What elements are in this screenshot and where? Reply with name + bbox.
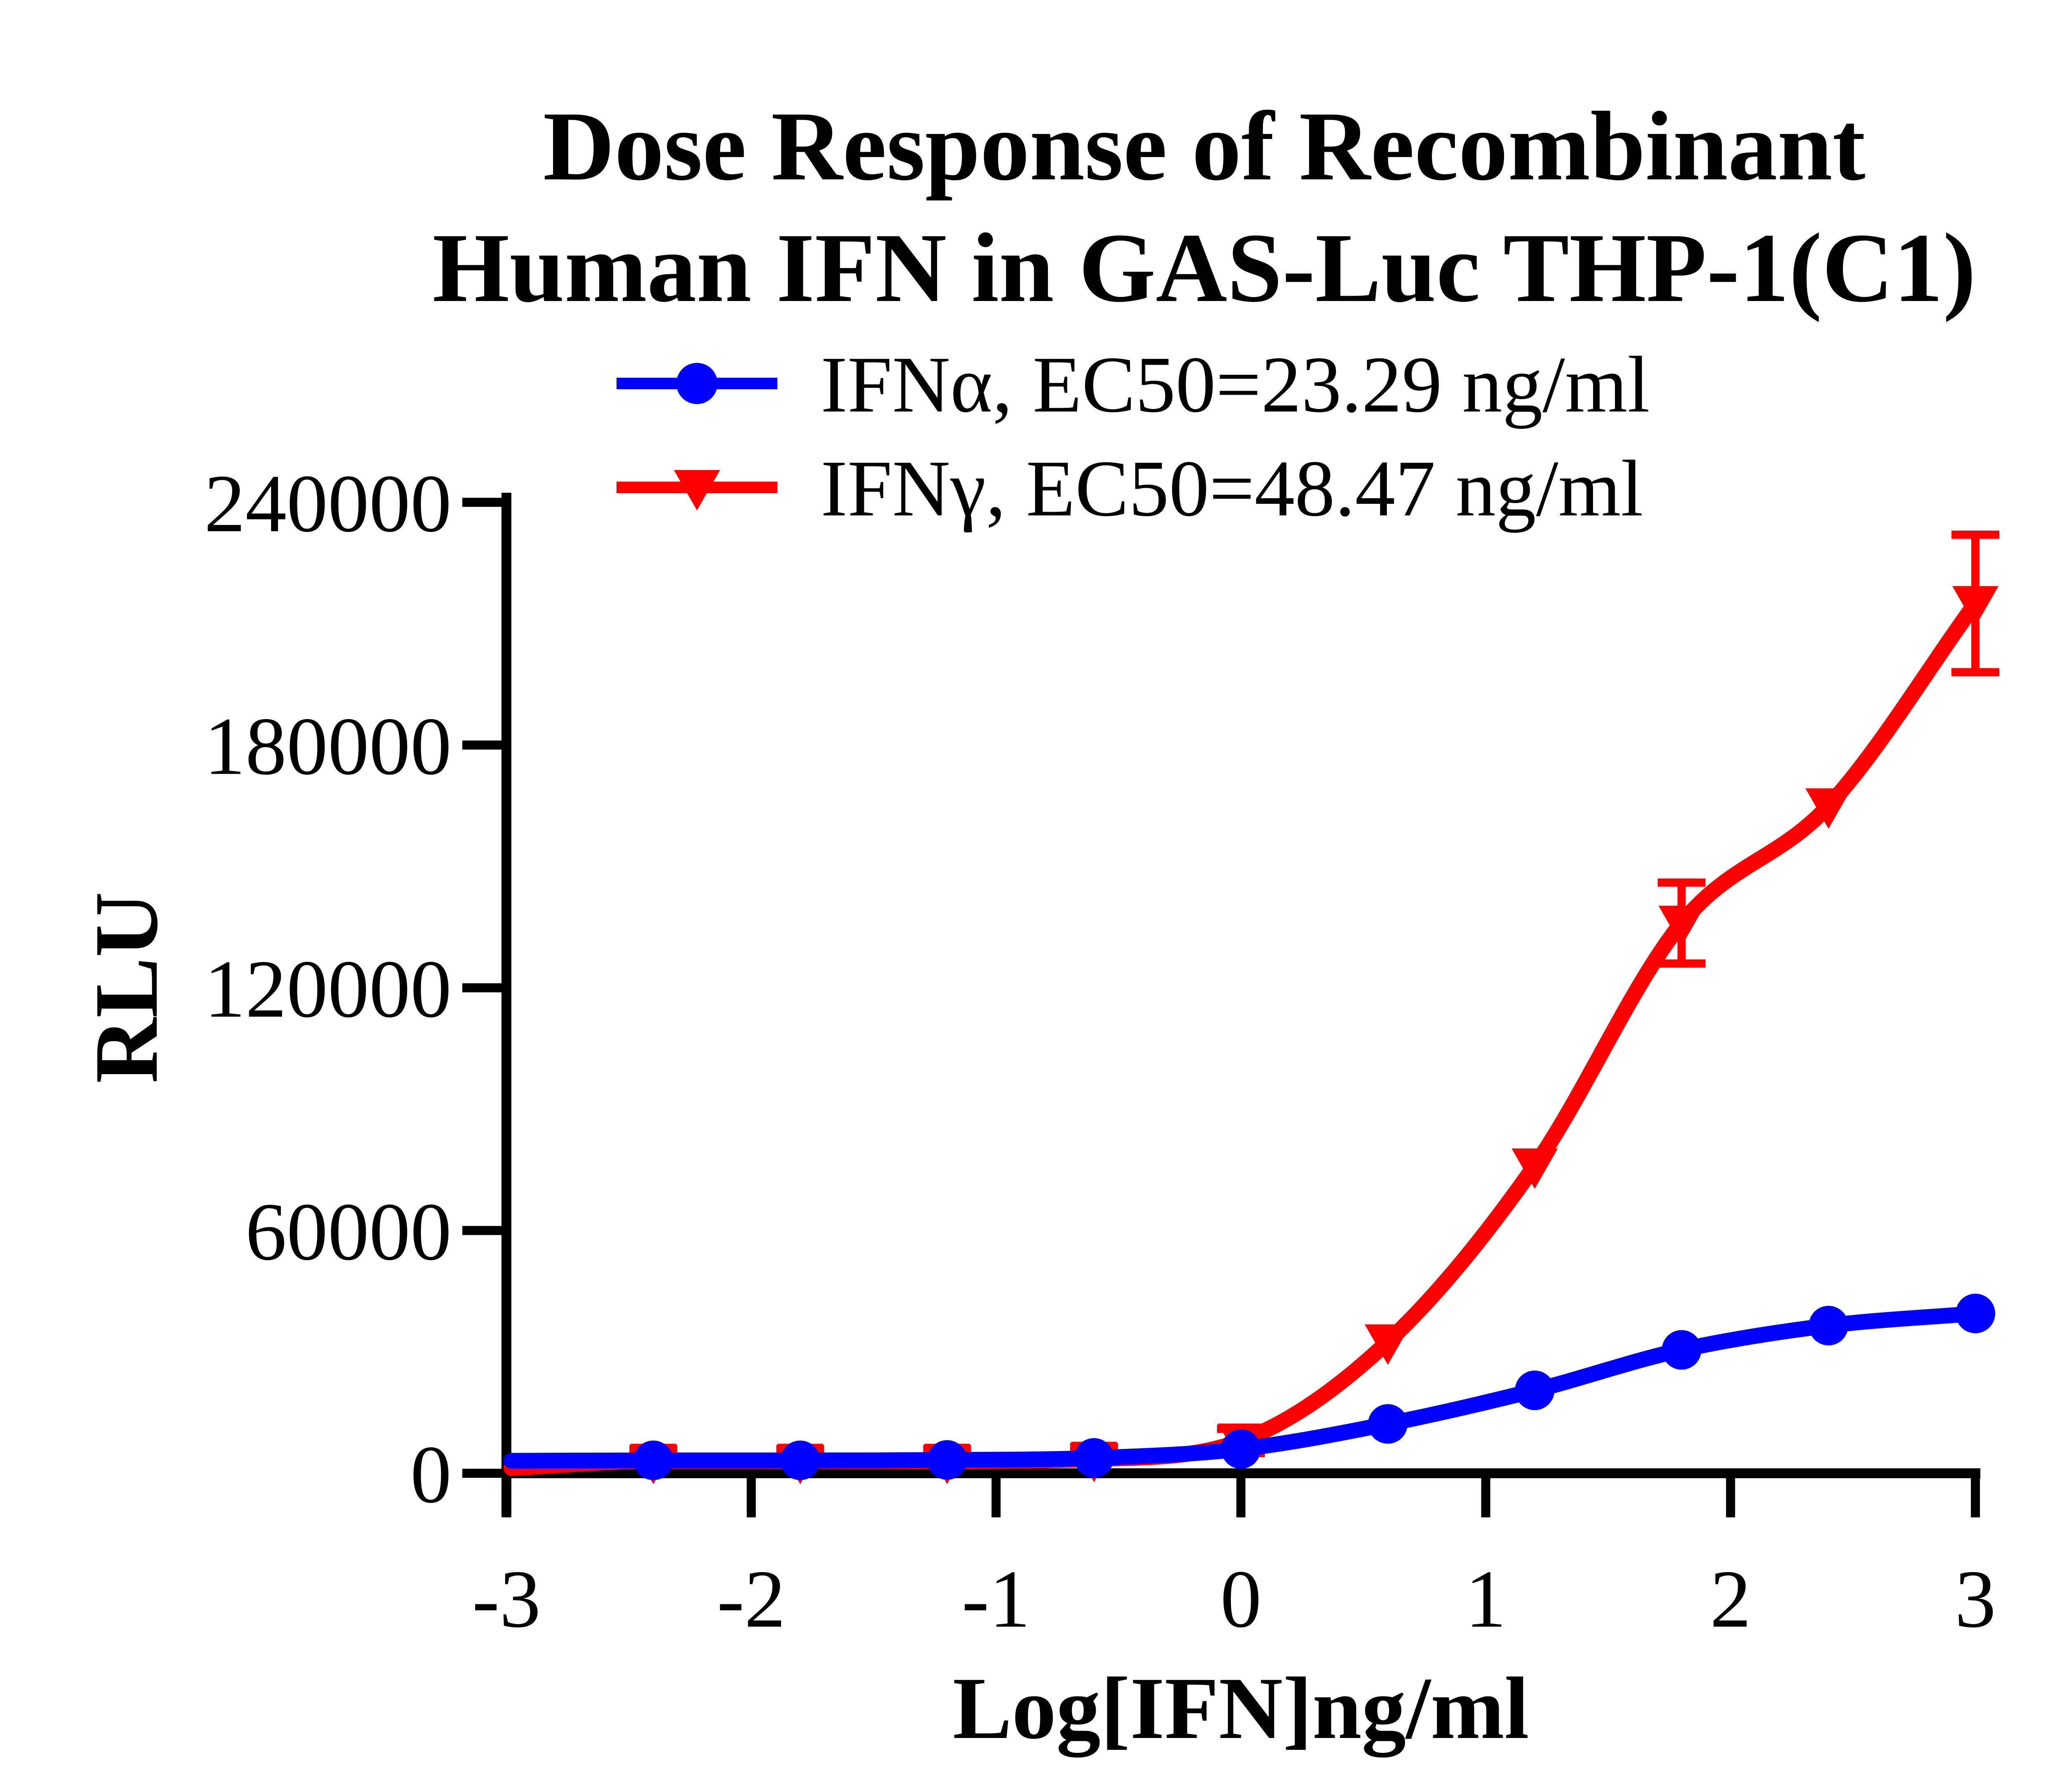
y-tick-label: 240000 (204, 458, 452, 549)
series-curves (504, 530, 2000, 1484)
data-point-triangle (1365, 1324, 1411, 1365)
legend-circle-icon (676, 363, 718, 404)
series-ifn-gamma (504, 530, 2000, 1484)
chart-title-line-1: Dose Response of Recombinant (543, 91, 1866, 201)
x-tick-label: -1 (962, 1554, 1031, 1645)
data-point-circle (1662, 1330, 1702, 1370)
legend-label-ifn-alpha: IFNα, EC50=23.29 ng/ml (821, 340, 1650, 429)
data-point-circle (1221, 1429, 1261, 1469)
y-tick-label: 60000 (245, 1186, 452, 1277)
data-point-triangle (1805, 788, 1852, 829)
x-tick-label: -2 (717, 1554, 786, 1645)
data-point-circle (1515, 1370, 1555, 1410)
legend-item-ifn-gamma (617, 470, 777, 510)
x-tick-label: 1 (1465, 1554, 1506, 1645)
data-point-circle (1074, 1438, 1114, 1478)
data-point-triangle (1952, 586, 1998, 627)
x-tick-label: 0 (1220, 1554, 1262, 1645)
x-tick-label: 2 (1710, 1554, 1751, 1645)
data-point-circle (927, 1440, 967, 1480)
series-ifn-alpha (504, 1293, 1996, 1480)
data-point-triangle (1511, 1148, 1558, 1189)
y-tick-label: 180000 (204, 701, 452, 792)
x-axis-title: Log[IFN]ng/ml (953, 1659, 1529, 1757)
axes: -3 -2 -1 0 1 2 3 0 60000 120000 180000 240000 (204, 458, 1996, 1645)
y-axis-title: RLU (76, 892, 177, 1084)
legend-markers (617, 363, 777, 510)
legend-item-ifn-alpha (617, 363, 777, 404)
data-point-triangle (1658, 905, 1705, 946)
legend-triangle-icon (674, 470, 720, 510)
x-tick-label: -3 (472, 1554, 541, 1645)
data-point-circle (1956, 1293, 1996, 1333)
chart-title-line-2: Human IFN in GAS-Luc THP-1(C1) (433, 213, 1976, 322)
data-point-circle (780, 1440, 820, 1480)
data-point-circle (633, 1440, 673, 1480)
data-point-circle (1808, 1305, 1848, 1345)
legend-label-ifn-gamma: IFNγ, EC50=48.47 ng/ml (821, 444, 1643, 533)
y-tick-label: 0 (410, 1429, 452, 1520)
x-tick-label: 3 (1955, 1554, 1996, 1645)
data-point-circle (1368, 1404, 1408, 1444)
y-tick-label: 120000 (204, 944, 452, 1035)
